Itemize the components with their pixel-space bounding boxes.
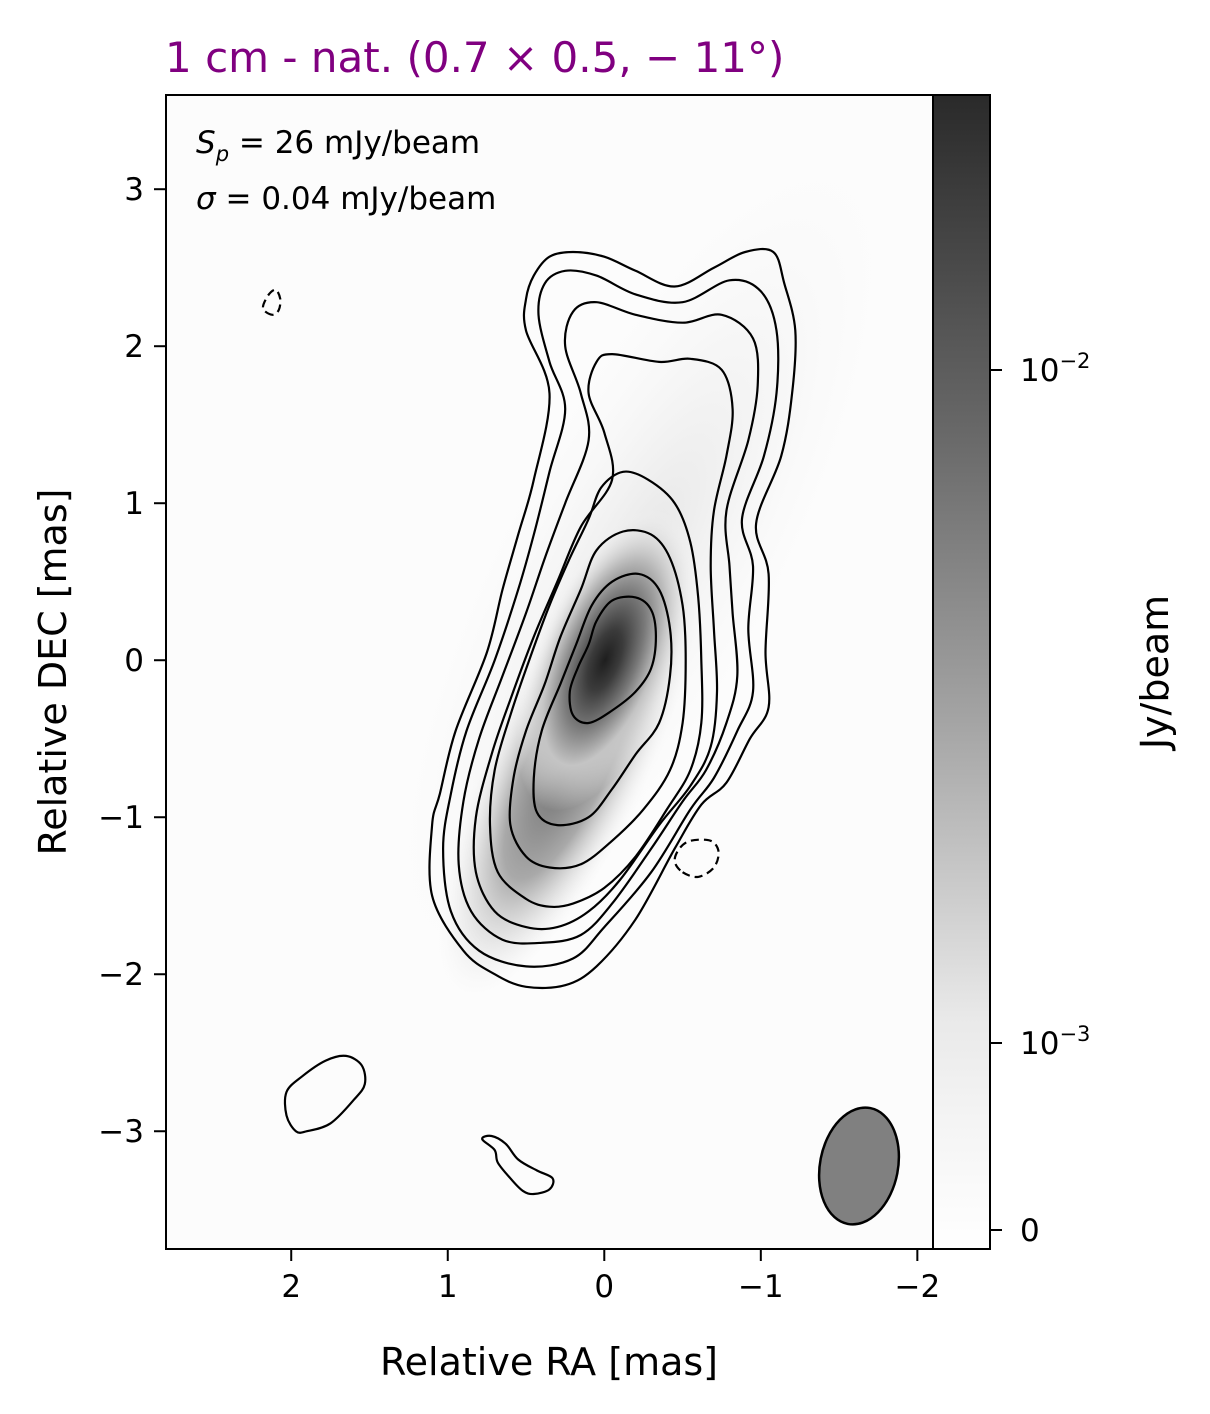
y-tick-label-5: −1 [98, 800, 144, 836]
y-tick-label-7: −3 [98, 1114, 144, 1150]
contour-line-11 [673, 838, 720, 879]
x-tick-label-4: −1 [738, 1269, 784, 1305]
rms-value: = 0.04 mJy/beam [216, 181, 497, 217]
contour-line-12 [261, 288, 282, 316]
rms-annotation: σ = 0.04 mJy/beam [196, 181, 496, 217]
colorbar-label: Jy/beam [1133, 595, 1177, 751]
beam-ellipse [817, 1106, 901, 1226]
contour-line-2 [441, 269, 780, 968]
contour-line-1 [428, 247, 797, 990]
y-tick-label-3: 1 [124, 486, 144, 522]
colorbar-tick-label-2: 10−3 [1020, 1022, 1090, 1062]
colorbar-ticks: 0 10−3 10−2 [990, 349, 1090, 1249]
x-tick-label-2: 1 [438, 1269, 458, 1305]
emission-image [378, 130, 902, 999]
contour-line-5 [488, 470, 704, 909]
y-axis-ticks: 3 2 1 0 −1 −2 −3 [98, 172, 166, 1150]
colorbar-tick-label-1: 0 [1020, 1213, 1040, 1249]
rms-symbol: σ [196, 181, 217, 217]
contour-line-8 [568, 595, 658, 725]
contour-line-7 [532, 572, 673, 827]
contour-line-10 [481, 1134, 555, 1196]
contour-line-6 [508, 529, 687, 870]
y-tick-label-4: 0 [124, 643, 144, 679]
x-tick-label-3: 0 [594, 1269, 614, 1305]
y-axis-label: Relative DEC [mas] [31, 489, 75, 856]
contour-lines [261, 247, 797, 1196]
x-axis-label: Relative RA [mas] [380, 1340, 718, 1384]
colorbar [932, 94, 991, 1250]
chart-title: 1 cm - nat. (0.7 × 0.5, − 11°) [165, 33, 784, 82]
peak-flux-symbol: S [196, 125, 216, 161]
peak-flux-annotation: Sp = 26 mJy/beam [196, 125, 480, 166]
x-axis-ticks: 2 1 0 −1 −2 [281, 1249, 940, 1305]
peak-flux-subscript: p [215, 142, 229, 166]
y-tick-label-1: 3 [124, 172, 144, 208]
x-tick-label-1: 2 [281, 1269, 301, 1305]
y-tick-label-6: −2 [98, 957, 144, 993]
colorbar-tick-label-3: 10−2 [1020, 349, 1090, 389]
x-tick-label-5: −2 [894, 1269, 940, 1305]
y-tick-label-2: 2 [124, 329, 144, 365]
contour-line-9 [283, 1054, 367, 1134]
contour-line-4 [472, 352, 734, 931]
core-emission [516, 509, 694, 811]
contour-line-3 [457, 301, 760, 945]
peak-flux-value: = 26 mJy/beam [229, 125, 480, 161]
